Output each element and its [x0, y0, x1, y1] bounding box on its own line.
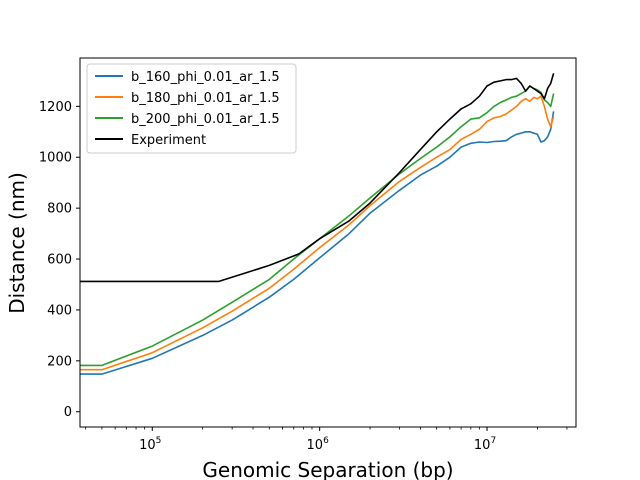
y-axis: 0 200 400 600 800 1000 1200 — [39, 100, 80, 420]
x-axis: 105 106 107 — [85, 427, 568, 453]
x-tick-label: 106 — [307, 436, 330, 453]
series-line-2 — [80, 95, 555, 371]
y-tick-label: 600 — [47, 253, 72, 268]
y-tick-label: 0 — [64, 405, 72, 420]
legend-label-2: b_180_phi_0.01_ar_1.5 — [131, 91, 280, 106]
series-line-4 — [80, 73, 555, 283]
legend: b_160_phi_0.01_ar_1.5 b_180_phi_0.01_ar_… — [86, 63, 297, 154]
series-line-1 — [80, 111, 555, 375]
y-tick-label: 1000 — [39, 151, 72, 166]
x-tick-label: 107 — [474, 436, 496, 453]
y-tick-label: 200 — [47, 354, 72, 369]
legend-label-4: Experiment — [131, 133, 206, 148]
y-tick-label: 400 — [47, 303, 72, 318]
y-tick-label: 1200 — [39, 100, 72, 115]
plot-frame — [79, 57, 577, 428]
legend-box — [86, 63, 297, 154]
y-tick-label: 800 — [47, 202, 72, 217]
series-layer — [80, 73, 555, 375]
legend-label-3: b_200_phi_0.01_ar_1.5 — [131, 112, 280, 127]
x-tick-label: 105 — [139, 436, 161, 453]
legend-label-1: b_160_phi_0.01_ar_1.5 — [131, 70, 280, 85]
y-axis-label: Distance (nm) — [5, 172, 29, 314]
x-axis-label: Genomic Separation (bp) — [202, 458, 453, 480]
